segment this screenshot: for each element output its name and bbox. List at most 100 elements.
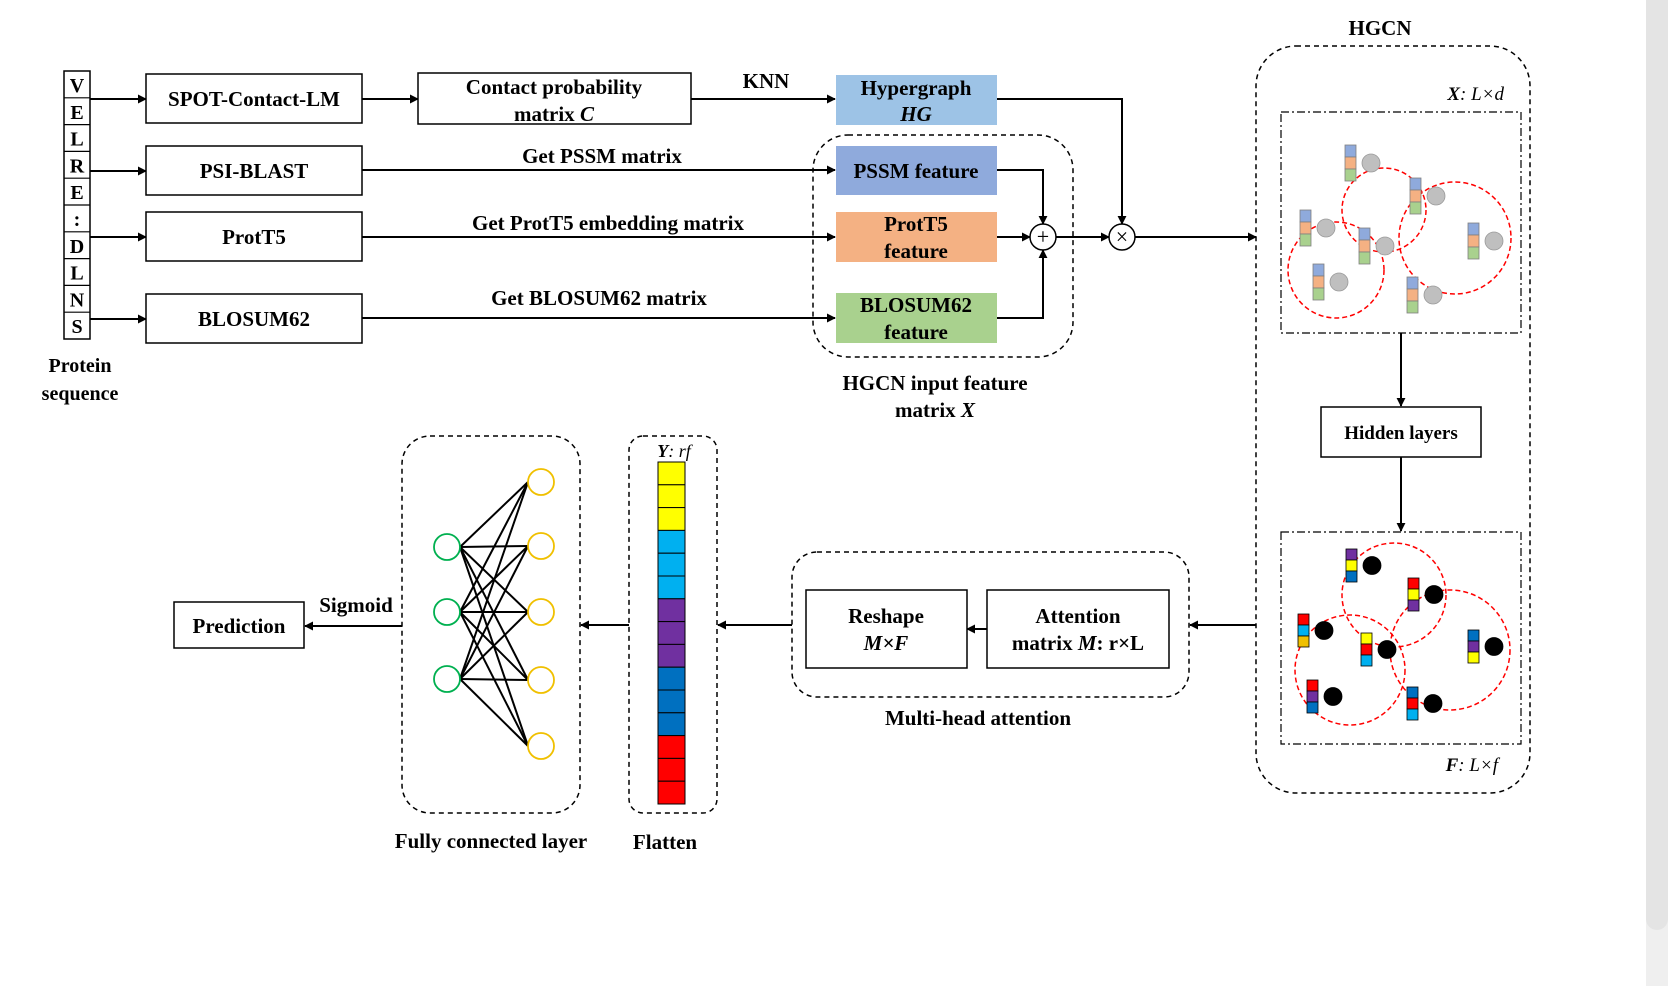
node-feature-cell [1406, 288, 1419, 302]
flatten-caption: Flatten [633, 830, 697, 854]
input-feature-caption-line2: matrix X [895, 398, 976, 422]
arrow-blosum-plus [997, 249, 1048, 319]
node-dot [1316, 218, 1336, 238]
node-feature-cell [1407, 577, 1420, 590]
flatten-vector [657, 461, 686, 805]
flatten-cell [657, 757, 686, 782]
sigmoid-label: Sigmoid [319, 593, 393, 617]
hypergraph-label-line2: HG [899, 102, 932, 126]
flatten-group [628, 435, 718, 814]
node-feature-cell [1344, 156, 1357, 170]
attention-line1: Attention [1035, 604, 1120, 628]
node-dot [1424, 585, 1444, 604]
contact-probability-box [417, 72, 692, 125]
fc-output-neuron [527, 468, 555, 496]
contact-label-line2: matrix C [514, 102, 595, 126]
node-dot [1426, 186, 1446, 206]
scrollbar-track[interactable] [1646, 0, 1668, 986]
node-dot [1423, 285, 1443, 305]
prott5-label: ProtT5 [222, 225, 286, 249]
node-feature-cell [1358, 239, 1371, 253]
scrollbar-thumb[interactable] [1646, 0, 1668, 930]
spot-contact-label: SPOT-Contact-LM [168, 87, 340, 111]
node-feature-cell [1409, 177, 1422, 191]
fc-connection [459, 611, 529, 680]
fc-output-neuron [527, 732, 555, 760]
f-matrix-label: F: L×f [1445, 755, 1501, 776]
node-feature-cell [1344, 144, 1357, 158]
fc-connection [459, 481, 529, 680]
combine-connectors [997, 98, 1257, 319]
fc-caption: Fully connected layer [395, 829, 587, 853]
output-hypergraph [1294, 542, 1511, 726]
node-feature-cell [1467, 629, 1480, 642]
node-dot [1375, 236, 1395, 256]
node-feature-cell [1358, 227, 1371, 241]
blosum-feature-box [836, 293, 997, 343]
flatten-cell [657, 484, 686, 509]
node-dot [1314, 621, 1334, 640]
node-feature-cell [1358, 251, 1371, 265]
sequence-letter: E [70, 102, 83, 124]
node-feature-cell [1345, 570, 1358, 583]
node-dot [1484, 231, 1504, 251]
node-feature-cell [1306, 679, 1319, 692]
node-dot [1361, 153, 1381, 173]
attention-matrix-box [986, 589, 1170, 669]
flatten-cell [657, 666, 686, 691]
node-feature-cell [1467, 640, 1480, 653]
tool-boxes: SPOT-Contact-LM PSI-BLAST ProtT5 BLOSUM6… [145, 73, 363, 344]
flatten-cell [657, 461, 686, 486]
plus-symbol: + [1037, 224, 1049, 249]
node-feature-cell [1406, 276, 1419, 290]
hidden-layers-label: Hidden layers [1344, 423, 1457, 444]
input-feature-caption-line1: HGCN input feature [842, 371, 1027, 395]
fc-connection [459, 545, 529, 680]
sequence-letter: V [70, 75, 85, 97]
node-dot [1362, 556, 1382, 575]
node-feature-cell [1406, 300, 1419, 314]
fc-output-neuron [527, 666, 555, 694]
flatten-cell [657, 643, 686, 668]
node-feature-cell [1344, 168, 1357, 182]
x-matrix-label: X: L×d [1446, 84, 1504, 105]
sequence-letter: : [74, 209, 81, 231]
flatten-cell [657, 598, 686, 623]
node-feature-cell [1299, 233, 1312, 247]
blosum-feature-line2: feature [884, 320, 948, 344]
node-dot [1329, 272, 1349, 292]
psiblast-box [145, 145, 363, 196]
node-feature-cell [1467, 651, 1480, 664]
attention-line2: matrix M: r×L [1012, 631, 1144, 655]
node-feature-cell [1406, 697, 1419, 710]
knn-label: KNN [743, 69, 790, 93]
node-feature-cell [1360, 654, 1373, 667]
arrow-hypergraph-times [997, 98, 1127, 225]
multi-head-attention-caption: Multi-head attention [885, 706, 1071, 730]
sequence-letter: E [70, 182, 83, 204]
times-symbol: × [1116, 224, 1128, 249]
node-feature-cell [1312, 287, 1325, 301]
node-feature-cell [1467, 222, 1480, 236]
input-hypergraph [1287, 144, 1512, 319]
flatten-cell [657, 735, 686, 759]
node-feature-cell [1306, 690, 1319, 703]
node-feature-cell [1299, 209, 1312, 223]
node-feature-cell [1407, 599, 1420, 612]
blosum-edge-label: Get BLOSUM62 matrix [491, 286, 707, 310]
fc-network [433, 468, 555, 760]
node-feature-cell [1407, 588, 1420, 601]
sequence-letter: L [70, 129, 83, 151]
hgcn-group [1255, 45, 1531, 794]
flatten-cell [657, 575, 686, 600]
pssm-feature-label: PSSM feature [853, 159, 978, 183]
fc-output-neuron [527, 532, 555, 560]
node-feature-cell [1467, 246, 1480, 260]
fc-input-neuron [433, 598, 461, 626]
sequence-letter: R [70, 155, 85, 177]
node-feature-cell [1299, 221, 1312, 235]
node-feature-cell [1467, 234, 1480, 248]
node-feature-cell [1297, 624, 1310, 637]
